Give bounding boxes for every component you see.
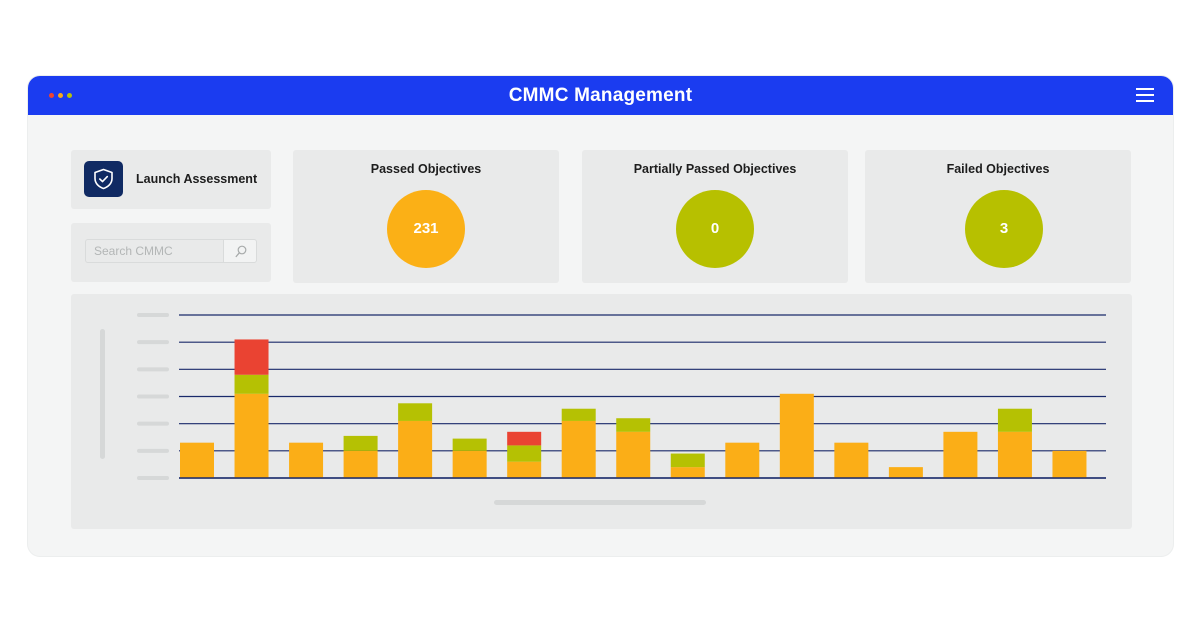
passed-objectives-card: Passed Objectives 231 <box>293 150 559 283</box>
bar-segment <box>398 403 433 421</box>
stacked-bar-chart <box>137 313 1106 480</box>
bar-segment <box>507 461 542 478</box>
shield-check-icon <box>84 161 123 197</box>
stat-title: Failed Objectives <box>946 162 1050 176</box>
bar-segment <box>670 467 705 478</box>
tick-label-placeholder <box>137 313 169 317</box>
tick-label-placeholder <box>137 421 169 426</box>
minimize-dot[interactable] <box>58 93 63 98</box>
bar-segment <box>452 438 487 451</box>
bar-segment <box>725 442 760 478</box>
close-dot[interactable] <box>49 93 54 98</box>
bar-segment <box>1052 450 1087 478</box>
launch-assessment-button[interactable]: Launch Assessment <box>71 150 271 209</box>
bar-segment <box>997 408 1032 432</box>
bar-segment <box>234 339 269 375</box>
bar-segment <box>561 408 596 421</box>
bar-segment <box>343 435 378 451</box>
bar-segment <box>888 467 923 478</box>
bar-segment <box>343 450 378 478</box>
tick-label-placeholder <box>137 340 169 345</box>
app-title: CMMC Management <box>508 85 693 106</box>
tick-label-placeholder <box>137 394 169 399</box>
tick-label-placeholder <box>137 476 169 480</box>
title-bar: CMMC Management <box>28 76 1173 115</box>
failed-objectives-card: Failed Objectives 3 <box>865 150 1131 283</box>
bar-segment <box>180 442 214 478</box>
bar-segment <box>779 393 814 478</box>
bar-segment <box>616 418 651 432</box>
objectives-chart-panel <box>71 294 1132 529</box>
window-controls <box>49 93 72 98</box>
bar-segment <box>398 420 433 478</box>
search-button[interactable] <box>223 239 257 263</box>
bar-segment <box>507 445 542 462</box>
bar-segment <box>234 374 269 394</box>
search-icon <box>235 245 247 258</box>
passed-count: 231 <box>387 190 465 268</box>
maximize-dot[interactable] <box>67 93 72 98</box>
bar-segment <box>289 442 324 478</box>
hamburger-menu-icon[interactable] <box>1136 88 1154 102</box>
bar-segment <box>834 442 869 478</box>
launch-assessment-label: Launch Assessment <box>136 172 258 186</box>
stat-title: Passed Objectives <box>370 162 482 176</box>
tick-label-placeholder <box>137 367 169 372</box>
app-window: CMMC Management Launch Assessment Passed… <box>28 76 1173 556</box>
bar-segment <box>234 393 269 478</box>
bar-segment <box>616 431 651 478</box>
bar-segment <box>943 431 978 478</box>
search-panel <box>71 223 271 282</box>
vertical-scrollbar[interactable] <box>100 329 105 459</box>
failed-count: 3 <box>965 190 1043 268</box>
search-input[interactable] <box>85 239 223 263</box>
bar-segment <box>561 420 596 478</box>
partially-passed-count: 0 <box>676 190 754 268</box>
stat-title: Partially Passed Objectives <box>633 162 797 176</box>
tick-label-placeholder <box>137 448 169 453</box>
bar-segment <box>670 453 705 468</box>
bar-segment <box>997 431 1032 478</box>
bar-segment <box>452 450 487 478</box>
partially-passed-objectives-card: Partially Passed Objectives 0 <box>582 150 848 283</box>
horizontal-scrollbar[interactable] <box>494 500 706 505</box>
bar-segment <box>507 431 542 446</box>
